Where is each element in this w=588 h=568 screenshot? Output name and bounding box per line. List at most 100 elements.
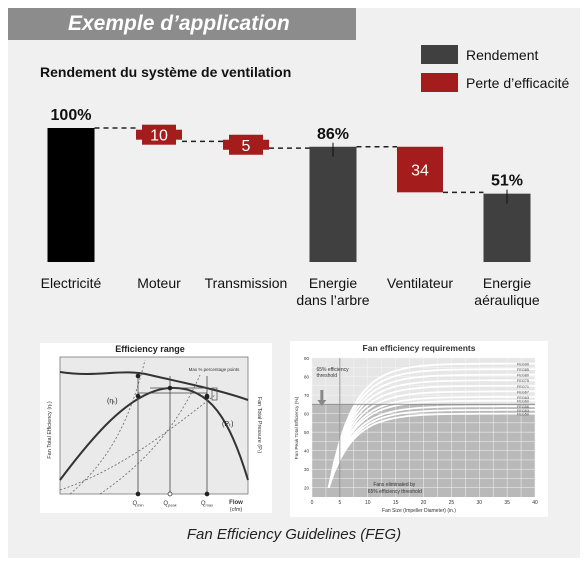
system-curve-1 (69, 359, 146, 495)
feg-curve-4 (327, 379, 535, 488)
tolerance-bracket (211, 387, 218, 401)
y-tick-7: 30 (304, 467, 310, 472)
chart-title: Rendement du système de ventilation (40, 64, 291, 80)
x-tick-3: 10 (365, 500, 371, 506)
loss-bar-2 (142, 124, 176, 145)
threshold-label-2: threshold (316, 373, 337, 379)
category-label-line: dans l’arbre (296, 292, 369, 308)
category-label-line: Electricité (41, 275, 102, 291)
loss-group-3: 5 (223, 134, 269, 155)
category-label-4: Energie dans l’arbre (296, 275, 369, 308)
eliminated-label-1: Fans eliminated by (373, 482, 415, 488)
loss-bar-3 (229, 134, 263, 155)
loss-value-label-3: 5 (242, 138, 251, 155)
figure-caption: Fan Efficiency Guidelines (FEG) (186, 526, 402, 543)
pressure-point-2 (204, 394, 210, 400)
bar-value-label-1: 100% (51, 107, 92, 124)
category-label-line: Moteur (137, 275, 181, 291)
q-sub-3: max (206, 503, 214, 508)
waterfall-bar-4 (309, 146, 357, 262)
feg-label-7: FEG63 (517, 396, 529, 400)
legend-swatch-1 (421, 45, 458, 64)
operating-point-2 (167, 385, 173, 391)
y-tick-1: 90 (304, 356, 310, 361)
legend-label-2: Perte d’efficacité (466, 75, 569, 91)
category-label-line: aéraulique (474, 292, 540, 308)
q-sub-2: peak (168, 503, 177, 508)
legend-swatch-2 (421, 73, 458, 92)
feg-label-10: FEG53 (517, 409, 529, 413)
q-label-1: Qmin (132, 501, 143, 508)
y-tick-4: 60 (304, 412, 310, 417)
threshold-label-1: 65% efficiency (316, 367, 349, 373)
category-label-1: Electricité (41, 275, 102, 291)
flow-label: Flow (229, 500, 243, 506)
loss-value-label-2: 10 (150, 128, 168, 145)
loss-group-5: 34 (397, 146, 443, 193)
banner: Exemple d’application (8, 8, 356, 40)
feg-curve-5 (327, 384, 535, 488)
category-label-2: Moteur (137, 275, 181, 291)
feg-curve-9 (327, 405, 535, 488)
loss-bar-5 (397, 146, 443, 193)
fan-requirements-title: Fan efficiency requirements (363, 343, 476, 353)
x-tick-5: 20 (421, 500, 427, 506)
bar-value-label-4: 86% (317, 126, 349, 143)
x-tick-1: 0 (311, 500, 314, 506)
q-label-2: Qpeak (163, 501, 176, 508)
x-tick-7: 30 (476, 500, 482, 506)
efficiency-range-figure: Efficiency range Max % percentage points (… (40, 343, 272, 513)
threshold-arrow-icon (317, 390, 327, 406)
eta-label: (ηₜ) (107, 398, 118, 405)
category-label-line: Transmission (205, 275, 288, 291)
category-label-line: Energie (483, 275, 531, 291)
loss-value-label-5: 34 (411, 163, 429, 180)
feg-curve-10 (327, 408, 535, 488)
feg-label-2: FEG85 (517, 368, 529, 372)
q-label-3: Qmax (201, 501, 213, 508)
feg-curve-11 (327, 412, 535, 489)
feg-curve-6 (327, 390, 535, 488)
category-label-5: Ventilateur (387, 275, 453, 291)
eliminated-label-2: 65% efficiency threshold (368, 489, 422, 495)
efficiency-range-plot-area (59, 356, 249, 495)
y-axis-label: Fan Peak Total Efficiency (%) (294, 396, 300, 459)
y-tick-6: 40 (304, 449, 310, 454)
category-label-line: Energie (309, 275, 357, 291)
x-axis-label: Fan Size (Impeller Diameter) (in.) (382, 508, 456, 514)
feg-curve-2 (327, 368, 535, 488)
max-percentage-annotation: Max % percentage points (189, 367, 241, 372)
x-tick-4: 15 (393, 500, 399, 506)
axis-point-3 (204, 491, 210, 497)
right-axis-label: Fan Total Pressure (Pₜ) (256, 397, 262, 454)
feg-curve-7 (327, 395, 535, 488)
feg-label-1: FEG90 (517, 363, 529, 367)
banner-title: Exemple d’application (68, 12, 290, 35)
feg-label-9: FEG56 (517, 405, 529, 409)
y-tick-3: 70 (304, 393, 310, 398)
left-axis-label: Fan Total Efficiency (ηₜ) (47, 401, 53, 459)
system-curve-3 (59, 394, 216, 491)
x-tick-9: 40 (532, 500, 538, 506)
pressure-curve (59, 371, 249, 401)
category-label-3: Transmission (205, 275, 288, 291)
y-tick-5: 50 (304, 430, 310, 435)
axis-point-2 (167, 491, 173, 497)
category-label-line: Ventilateur (387, 275, 453, 291)
loss-group-2: 10 (136, 124, 182, 145)
flow-unit: (cfm) (230, 507, 243, 513)
system-curve-2 (99, 374, 201, 495)
y-tick-8: 20 (304, 486, 310, 491)
waterfall-bar-1 (47, 128, 95, 262)
feg-curve-8 (327, 399, 535, 488)
q-sub-1: min (137, 503, 143, 508)
operating-point-1 (135, 393, 141, 399)
feg-label-8: FEG60 (517, 400, 529, 404)
feg-label-5: FEG71 (517, 385, 529, 389)
feg-curve-1 (327, 362, 535, 488)
bar-value-label-6: 51% (491, 173, 523, 190)
pt-label: (Pₜ) (222, 421, 233, 428)
category-label-6: Energie aéraulique (474, 275, 540, 308)
